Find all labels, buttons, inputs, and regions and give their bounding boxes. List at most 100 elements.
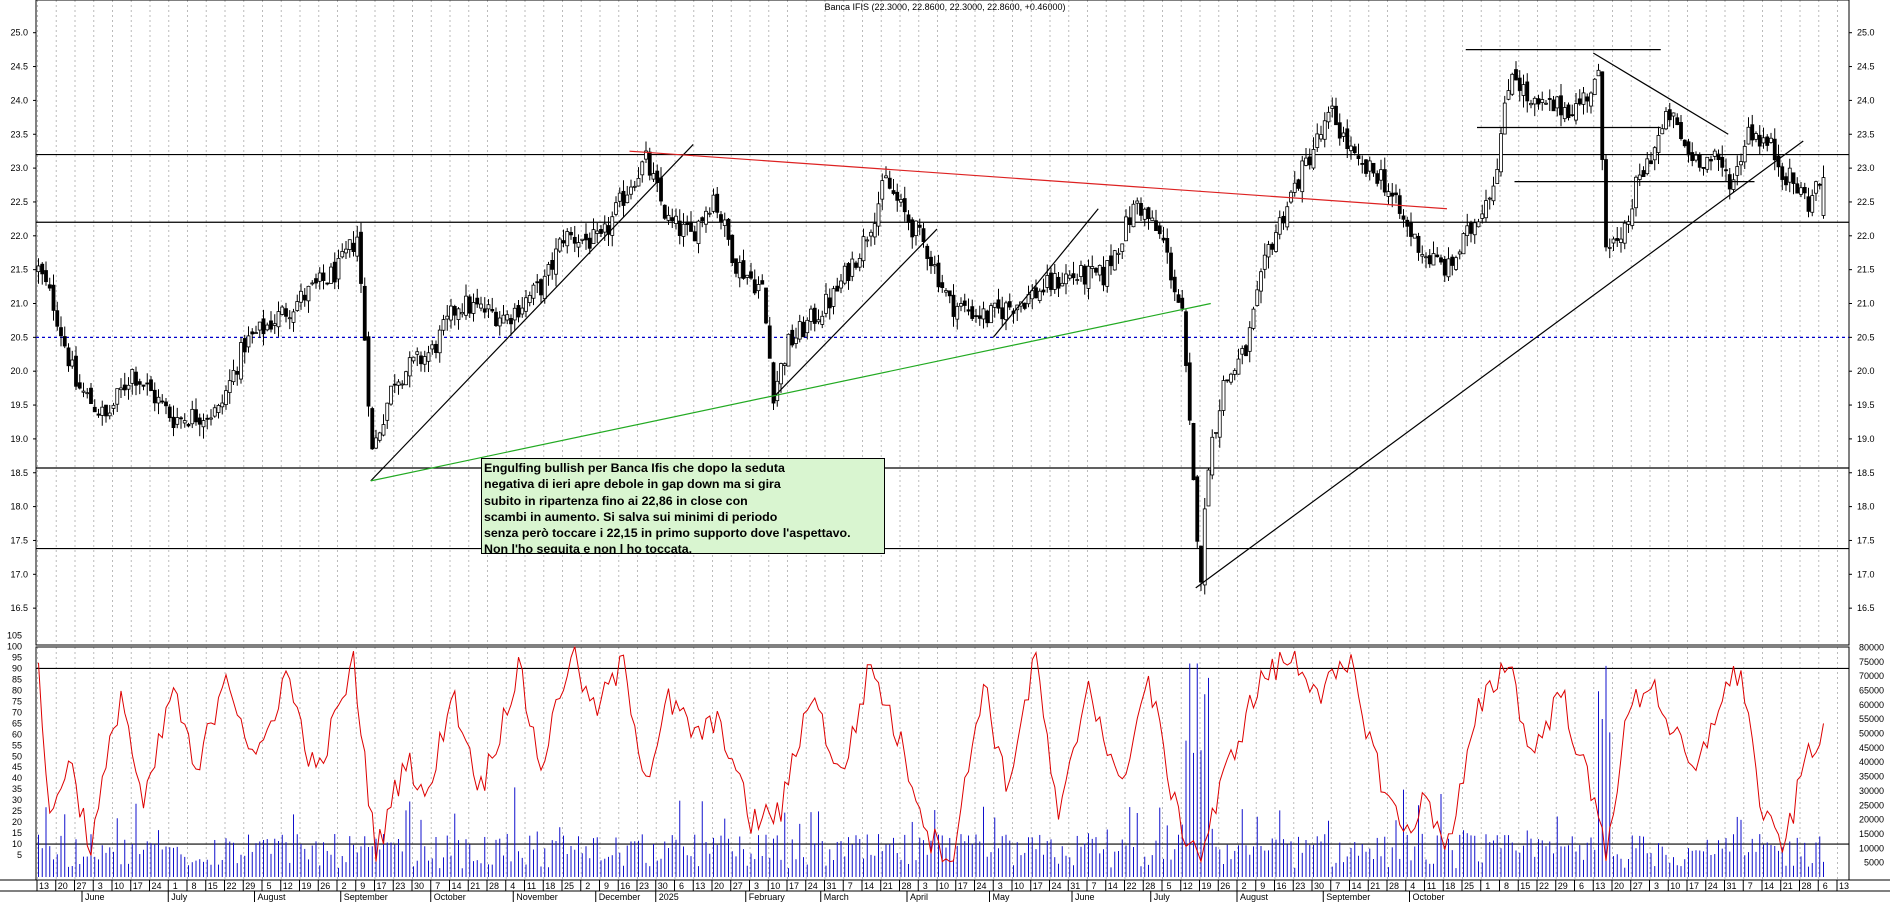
candle-body	[756, 284, 761, 292]
candle-body	[1255, 289, 1260, 306]
candle-body	[539, 279, 543, 296]
x-tick-label: 23	[395, 881, 405, 891]
oscillator-tick-label: 70	[12, 707, 22, 717]
oscillator-tick-label: 45	[12, 762, 22, 772]
candle-body	[1480, 213, 1485, 219]
note-line: Engulfing bullish per Banca Ifis che dop…	[484, 461, 785, 475]
candle-body	[1416, 235, 1421, 253]
candle-body	[1112, 250, 1117, 271]
y-tick-label-right: 17.0	[1857, 569, 1875, 579]
candle-body	[1431, 253, 1436, 266]
candle-body	[820, 315, 825, 325]
candle-body	[629, 186, 633, 195]
x-tick-label: 30	[414, 881, 424, 891]
volume-tick-label: 30000	[1859, 786, 1884, 796]
candle-body	[1562, 107, 1567, 120]
candle-body	[809, 308, 813, 322]
candle-body	[1536, 98, 1541, 105]
candle-body	[104, 404, 108, 417]
candle-body	[1574, 103, 1578, 121]
candle-body	[1637, 174, 1642, 180]
candle-body	[1776, 155, 1781, 168]
candle-body	[816, 319, 821, 323]
candle-body	[696, 220, 701, 244]
note-line: subito in ripartenza fino ai 22,86 in cl…	[484, 493, 748, 508]
x-tick-label: 20	[58, 881, 68, 891]
candle-body	[910, 219, 915, 238]
candle-body	[977, 315, 982, 319]
month-label: August	[258, 892, 287, 902]
candle-body	[152, 389, 157, 404]
x-tick-label: 10	[770, 881, 780, 891]
candle-body	[419, 355, 423, 365]
candle-body	[1502, 102, 1507, 135]
candle-body	[1439, 257, 1443, 263]
x-tick-label: 27	[76, 881, 86, 891]
oscillator-tick-label: 60	[12, 729, 22, 739]
candle-body	[321, 272, 326, 281]
candle-body	[107, 412, 112, 417]
candle-body	[456, 308, 461, 320]
candle-body	[1506, 90, 1511, 100]
x-tick-label: 26	[320, 881, 330, 891]
x-tick-label: 13	[39, 881, 49, 891]
candle-body	[1754, 133, 1758, 140]
candle-body	[647, 151, 652, 176]
candle-body	[782, 363, 787, 366]
candle-body	[974, 315, 978, 318]
candle-body	[1675, 117, 1680, 126]
candle-body	[685, 221, 690, 226]
candle-body	[85, 392, 90, 395]
candle-body	[614, 202, 618, 215]
candle-body	[1435, 254, 1440, 258]
candle-body	[531, 284, 536, 299]
candle-body	[1472, 222, 1477, 236]
candle-body	[715, 193, 720, 213]
candle-body	[1364, 159, 1368, 174]
candle-body	[89, 387, 93, 405]
candle-body	[471, 302, 476, 314]
note-line: scambi in aumento. Si salva sui minimi d…	[484, 509, 778, 524]
candle-body	[325, 282, 330, 285]
candle-body	[111, 404, 116, 409]
x-tick-label: 6	[1579, 881, 1584, 891]
x-tick-label: 21	[883, 881, 893, 891]
x-tick-label: 10	[1014, 881, 1024, 891]
candle-body	[1664, 111, 1668, 130]
candle-body	[1742, 145, 1747, 163]
candle-body	[1769, 137, 1773, 143]
oscillator-tick-label: 15	[12, 828, 22, 838]
candle-body	[182, 420, 187, 424]
candle-body	[1814, 181, 1818, 194]
candle-body	[1720, 156, 1725, 168]
candle-body	[1356, 155, 1361, 159]
candle-body	[1311, 149, 1316, 169]
candle-body	[400, 383, 405, 386]
candle-body	[857, 258, 862, 268]
candle-body	[929, 256, 933, 267]
candle-body	[426, 352, 431, 362]
candle-body	[1285, 206, 1290, 228]
candle-body	[1386, 191, 1391, 197]
candle-body	[1712, 150, 1717, 157]
candle-body	[1731, 179, 1736, 190]
candle-body	[1484, 200, 1488, 219]
trendline	[370, 302, 1211, 482]
candle-body	[1409, 221, 1413, 237]
candle-body	[194, 409, 198, 423]
candle-body	[1540, 99, 1545, 103]
candle-body	[572, 236, 577, 244]
candle-body	[827, 297, 832, 309]
candle-body	[389, 385, 393, 405]
candle-body	[1120, 243, 1125, 252]
candle-body	[884, 175, 888, 179]
candle-body	[1795, 183, 1800, 194]
candle-body	[171, 416, 176, 429]
candle-body	[437, 329, 442, 354]
oscillator-line	[38, 646, 1824, 864]
y-tick-label-left: 24.0	[10, 95, 28, 105]
candle-body	[730, 234, 735, 264]
candle-body	[872, 223, 877, 238]
candle-body	[179, 417, 183, 420]
volume-tick-label: 80000	[1859, 642, 1884, 652]
